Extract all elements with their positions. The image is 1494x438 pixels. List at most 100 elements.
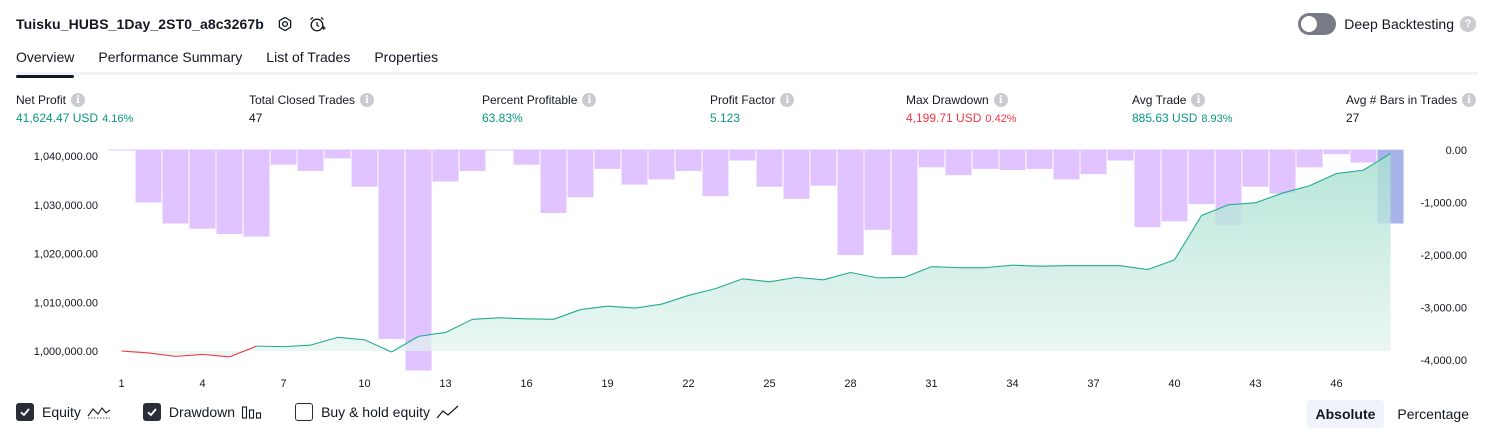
equity-point[interactable] [363, 339, 365, 341]
equity-point[interactable] [1227, 204, 1229, 206]
equity-point[interactable] [1389, 152, 1391, 154]
equity-point[interactable] [174, 355, 176, 357]
equity-point[interactable] [1092, 264, 1094, 266]
drawdown-bar[interactable] [243, 150, 270, 237]
drawdown-bar[interactable] [1188, 150, 1215, 205]
drawdown-bar[interactable] [1296, 150, 1323, 168]
equity-point[interactable] [687, 294, 689, 296]
tab-list-of-trades[interactable]: List of Trades [266, 49, 351, 65]
equity-point[interactable] [849, 271, 851, 273]
drawdown-bar[interactable] [351, 150, 378, 187]
equity-point[interactable] [1146, 268, 1148, 270]
equity-point[interactable] [633, 307, 635, 309]
drawdown-bar[interactable] [162, 150, 189, 224]
equity-point[interactable] [1308, 185, 1310, 187]
equity-point[interactable] [795, 276, 797, 278]
equity-point[interactable] [201, 353, 203, 355]
tab-performance-summary[interactable]: Performance Summary [98, 49, 243, 65]
drawdown-bar[interactable] [864, 150, 891, 230]
equity-point[interactable] [903, 276, 905, 278]
info-icon[interactable]: i [71, 93, 86, 107]
drawdown-bar[interactable] [324, 150, 351, 159]
equity-point[interactable] [579, 308, 581, 310]
equity-point[interactable] [714, 287, 716, 289]
equity-point[interactable] [1200, 214, 1202, 216]
drawdown-bar[interactable] [1134, 150, 1161, 228]
equity-point[interactable] [444, 331, 446, 333]
drawdown-bar[interactable] [1107, 150, 1134, 161]
equity-point[interactable] [660, 303, 662, 305]
equity-point[interactable] [984, 266, 986, 268]
equity-drawdown-chart[interactable]: 1,000,000.00 1,010,000.00 1,020,000.00 1,03… [0, 140, 1494, 400]
legend-buy-hold[interactable]: Buy & hold equity [295, 403, 460, 421]
equity-point[interactable] [255, 345, 257, 347]
drawdown-bar[interactable] [783, 150, 810, 199]
info-icon[interactable]: i [993, 93, 1008, 107]
drawdown-bar[interactable] [837, 150, 864, 255]
drawdown-bar[interactable] [702, 150, 729, 197]
equity-point[interactable] [768, 281, 770, 283]
equity-point[interactable] [930, 265, 932, 267]
drawdown-bar[interactable] [189, 150, 216, 229]
equity-point[interactable] [1038, 265, 1040, 267]
equity-point[interactable] [228, 356, 230, 358]
drawdown-bar[interactable] [378, 150, 405, 339]
tab-overview[interactable]: Overview [16, 44, 75, 78]
drawdown-bar[interactable] [621, 150, 648, 185]
settings-icon[interactable] [274, 13, 296, 35]
drawdown-bar[interactable] [432, 150, 459, 182]
drawdown-bar[interactable] [594, 150, 621, 169]
equity-point[interactable] [1362, 169, 1364, 171]
drawdown-bar[interactable] [567, 150, 594, 198]
drawdown-bar[interactable] [1269, 150, 1296, 194]
equity-point[interactable] [1254, 202, 1256, 204]
absolute-button[interactable]: Absolute [1306, 400, 1385, 428]
drawdown-bar[interactable] [891, 150, 918, 255]
equity-point[interactable] [822, 279, 824, 281]
tab-properties[interactable]: Properties [374, 49, 439, 65]
drawdown-bar[interactable] [540, 150, 567, 213]
buy-hold-checkbox[interactable] [295, 403, 314, 421]
deep-backtesting-toggle[interactable] [1298, 13, 1337, 35]
equity-point[interactable] [876, 277, 878, 279]
info-icon[interactable]: i [780, 93, 795, 107]
equity-point[interactable] [606, 305, 608, 307]
drawdown-bar[interactable] [1080, 150, 1107, 175]
drawdown-bar[interactable] [648, 150, 675, 180]
info-icon[interactable]: i [360, 93, 375, 107]
drawdown-bar[interactable] [513, 150, 540, 165]
equity-point[interactable] [309, 344, 311, 346]
equity-point[interactable] [1011, 264, 1013, 266]
alarm-add-icon[interactable] [306, 13, 328, 35]
drawdown-bar[interactable] [1161, 150, 1188, 222]
drawdown-bar[interactable] [1242, 150, 1269, 187]
equity-point[interactable] [741, 278, 743, 280]
drawdown-bar[interactable] [1026, 150, 1053, 169]
equity-point[interactable] [1065, 264, 1067, 266]
equity-point[interactable] [417, 335, 419, 337]
drawdown-bar[interactable] [972, 150, 999, 169]
drawdown-bar[interactable] [810, 150, 837, 186]
drawdown-bar[interactable] [270, 150, 297, 165]
drawdown-bar[interactable] [459, 150, 486, 171]
equity-point[interactable] [390, 351, 392, 353]
drawdown-bar[interactable] [1053, 150, 1080, 180]
info-icon[interactable]: i [582, 93, 597, 107]
equity-point[interactable] [1281, 192, 1283, 194]
equity-point[interactable] [120, 350, 122, 352]
help-icon[interactable]: ? [1460, 16, 1476, 32]
equity-point[interactable] [552, 318, 554, 320]
equity-point[interactable] [1119, 264, 1121, 266]
info-icon[interactable]: i [1462, 93, 1477, 107]
equity-point[interactable] [336, 336, 338, 338]
drawdown-bar[interactable] [675, 150, 702, 171]
equity-point[interactable] [471, 318, 473, 320]
equity-point[interactable] [1173, 259, 1175, 261]
legend-equity[interactable]: Equity [16, 403, 111, 421]
drawdown-checkbox[interactable] [142, 403, 161, 421]
percentage-button[interactable]: Percentage [1397, 406, 1469, 422]
drawdown-bar[interactable] [216, 150, 243, 234]
equity-checkbox[interactable] [16, 403, 34, 421]
drawdown-bar[interactable] [918, 150, 945, 168]
drawdown-bar[interactable] [135, 150, 162, 203]
